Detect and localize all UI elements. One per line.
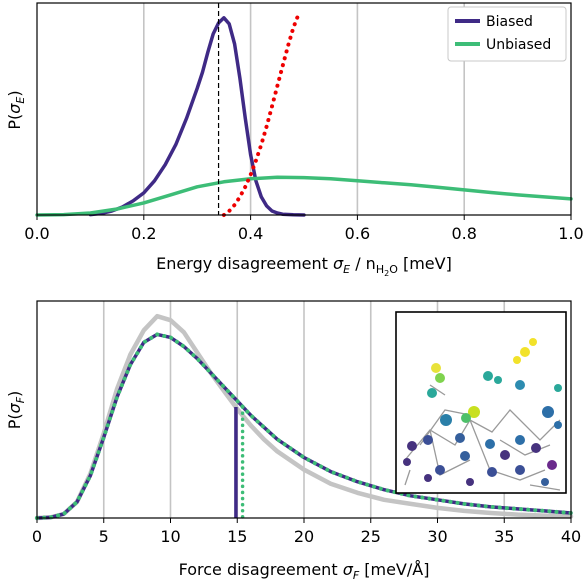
force-ticks: 0 5 10 15 20 25 30 35 40 (32, 518, 581, 546)
legend: Biased Unbiased (447, 6, 567, 62)
energy-ticks: 0.0 0.2 0.4 0.6 0.8 1.0 (24, 215, 584, 243)
energy-xtick-label-0: 0.0 (24, 224, 49, 243)
force-ylabel: P(σF) (5, 391, 27, 430)
energy-xlabel: Energy disagreement σE / nH2O [meV] (156, 254, 452, 278)
energy-series-line-series-2 (221, 11, 301, 217)
energy-series-line-unbiased (35, 175, 573, 217)
force-xtick-label-1: 5 (99, 527, 109, 546)
force-xtick-label-3: 15 (227, 527, 247, 546)
force-xtick-label-2: 10 (160, 527, 180, 546)
energy-xtick-label-3: 0.6 (345, 224, 370, 243)
energy-xtick-label-5: 1.0 (558, 224, 583, 243)
energy-ylabel: P(σE) (5, 90, 27, 129)
energy-xtick-label-1: 0.2 (131, 224, 156, 243)
energy-xtick-label-4: 0.8 (451, 224, 476, 243)
energy-plot-frame (36, 2, 572, 216)
force-xtick-label-8: 40 (561, 527, 581, 546)
force-xtick-label-5: 25 (361, 527, 381, 546)
force-xtick-label-0: 0 (32, 527, 42, 546)
energy-grid (143, 3, 466, 215)
inset-frame (395, 311, 567, 494)
inset-atoms (403, 338, 562, 486)
force-series-line-series-2 (35, 332, 573, 520)
force-xtick-label-7: 35 (494, 527, 514, 546)
force-xtick-label-6: 30 (427, 527, 447, 546)
force-series (34, 313, 574, 521)
energy-xtick-label-2: 0.4 (238, 224, 263, 243)
energy-panel: 0.0 0.2 0.4 0.6 0.8 1.0 P(σE) Energy disagree… (5, 2, 584, 278)
force-panel: 0 5 10 15 20 25 30 35 40 P(σF) Force disagreemen… (5, 300, 581, 582)
force-xlabel: Force disagreement σF [meV/Å] (179, 560, 430, 582)
legend-label-unbiased: Unbiased (486, 37, 551, 53)
force-xtick-label-4: 20 (294, 527, 314, 546)
molecule-inset (395, 311, 567, 494)
force-annotations (234, 405, 245, 520)
legend-label-biased: Biased (486, 14, 533, 30)
